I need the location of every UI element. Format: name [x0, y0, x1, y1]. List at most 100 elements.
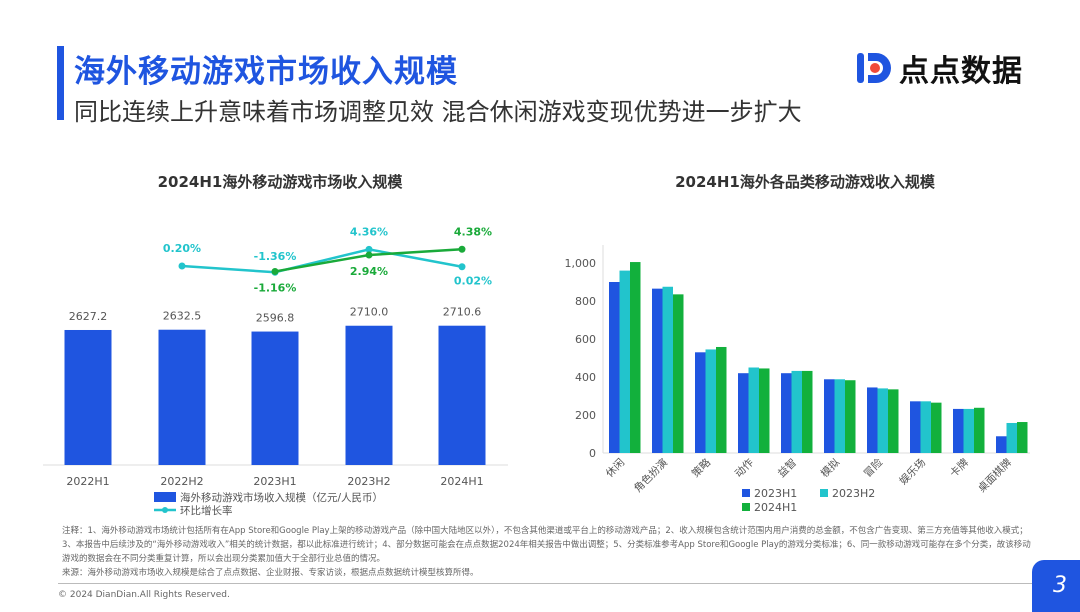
page-number: 3	[1032, 560, 1080, 612]
category-bar	[953, 408, 964, 453]
left-chart-title: 2024H1海外移动游戏市场收入规模	[157, 173, 403, 191]
qoq-growth-line	[181, 248, 463, 274]
x-tick-label: 2022H1	[66, 475, 109, 488]
bar-value-label: 2632.5	[163, 310, 202, 323]
copyright: © 2024 DianDian.All Rights Reserved.	[58, 590, 230, 600]
line-value-label: -1.36%	[254, 250, 297, 263]
category-bar	[748, 367, 759, 453]
y-tick-label: 200	[575, 409, 596, 422]
legend-swatch	[742, 503, 750, 511]
logo-icon	[855, 49, 893, 87]
line-value-label: -1.16%	[254, 281, 297, 294]
right-chart-title: 2024H1海外各品类移动游戏收入规模	[675, 173, 935, 191]
line-point	[178, 262, 186, 270]
legend-swatch	[820, 489, 828, 497]
line-value-label: 2.94%	[350, 265, 388, 278]
category-bar	[824, 379, 835, 453]
line-value-label: 0.02%	[454, 275, 492, 288]
bar-value-label: 2627.2	[69, 310, 108, 323]
category-bar	[630, 262, 641, 453]
x-tick-label: 2022H2	[160, 475, 203, 488]
line-point	[458, 263, 466, 271]
category-bar	[910, 401, 921, 453]
revenue-bar	[345, 325, 393, 465]
revenue-bar	[438, 325, 486, 465]
revenue-bar	[64, 329, 112, 465]
x-tick-label: 冒险	[861, 456, 885, 480]
footnotes: 注释：1、海外移动游戏市场统计包括所有在App Store和Google Pla…	[62, 524, 1037, 580]
category-bar	[781, 373, 792, 453]
y-tick-label: 1,000	[565, 257, 597, 270]
x-tick-label: 桌面棋牌	[975, 456, 1014, 495]
line-point	[365, 251, 373, 259]
line-value-label: 4.36%	[350, 225, 388, 238]
category-bar	[877, 388, 888, 453]
x-tick-label: 2024H1	[440, 475, 483, 488]
category-bar	[1006, 422, 1017, 453]
category-bar	[716, 346, 727, 453]
x-tick-label: 2023H2	[347, 475, 390, 488]
category-bar	[1017, 422, 1028, 453]
page-subtitle: 同比连续上升意味着市场调整见效 混合休闲游戏变现优势进一步扩大	[74, 98, 802, 126]
legend-label: 2024H1	[754, 501, 797, 514]
line-point	[271, 267, 279, 275]
category-bar	[920, 401, 931, 453]
line-point	[458, 245, 466, 253]
category-bar	[705, 349, 716, 453]
footer-divider	[58, 583, 1038, 584]
category-bar	[867, 387, 878, 453]
x-tick-label: 模拟	[818, 456, 842, 480]
x-tick-label: 动作	[733, 456, 757, 480]
line-point	[365, 245, 373, 253]
category-bar	[802, 370, 813, 453]
x-tick-label: 2023H1	[253, 475, 296, 488]
category-bar	[662, 286, 673, 453]
y-tick-label: 800	[575, 295, 596, 308]
category-bar	[609, 282, 620, 453]
category-bar	[963, 408, 974, 453]
x-tick-label: 角色扮演	[631, 456, 670, 495]
legend-bar-swatch	[154, 492, 176, 502]
category-bar	[845, 380, 856, 453]
legend-bar-label: 海外移动游戏市场收入规模（亿元/人民币）	[180, 491, 383, 504]
notes-text: 注释：1、海外移动游戏市场统计包括所有在App Store和Google Pla…	[62, 526, 1031, 564]
category-bar	[695, 352, 706, 453]
line-value-label: 0.20%	[163, 242, 201, 255]
legend-label: 2023H2	[832, 487, 875, 500]
category-bar	[738, 373, 749, 453]
legend-line-label: 环比增长率	[180, 504, 233, 517]
page-title: 海外移动游戏市场收入规模	[74, 54, 458, 90]
legend-line-marker	[162, 507, 168, 513]
category-bar	[673, 294, 684, 453]
x-tick-label: 益智	[775, 456, 799, 480]
source-text: 来源：海外移动游戏市场收入规模是综合了点点数据、企业财报、专家访谈，根据点点数据…	[62, 568, 479, 578]
y-tick-label: 0	[589, 447, 596, 460]
x-tick-label: 卡牌	[947, 456, 971, 480]
line-value-label: 4.38%	[454, 225, 492, 238]
category-bar	[834, 379, 845, 453]
title-accent-bar	[57, 46, 64, 120]
y-tick-label: 600	[575, 333, 596, 346]
x-tick-label: 策略	[689, 456, 713, 480]
logo: 点点数据	[855, 46, 1023, 90]
x-tick-label: 休闲	[603, 456, 627, 480]
category-bar	[996, 436, 1007, 453]
category-bar	[974, 407, 985, 453]
category-bar	[888, 389, 899, 453]
legend-label: 2023H1	[754, 487, 797, 500]
logo-text: 点点数据	[899, 54, 1023, 89]
bar-value-label: 2596.8	[256, 312, 295, 325]
category-bar	[619, 270, 630, 453]
y-tick-label: 400	[575, 371, 596, 384]
revenue-bar	[251, 331, 299, 465]
x-tick-label: 娱乐场	[897, 456, 928, 487]
bar-value-label: 2710.0	[350, 306, 389, 319]
category-bar	[931, 402, 942, 453]
category-bar	[759, 368, 770, 453]
category-bar	[652, 288, 663, 453]
bar-value-label: 2710.6	[443, 306, 482, 319]
legend-swatch	[742, 489, 750, 497]
revenue-bar	[158, 329, 206, 465]
